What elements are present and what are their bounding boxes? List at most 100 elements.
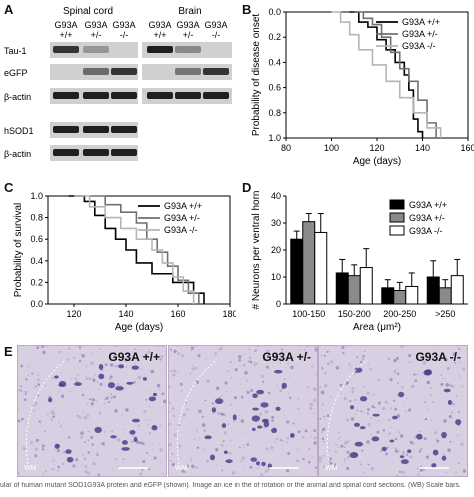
stain-speckle: [320, 390, 325, 395]
lane-label-genotype: G93A: [176, 20, 199, 30]
stain-speckle: [351, 387, 355, 391]
stain-speckle: [150, 369, 155, 374]
stain-speckle: [273, 402, 276, 404]
stain-speckle: [122, 458, 125, 461]
neuron-cell-body: [441, 455, 447, 461]
stain-speckle: [418, 430, 420, 433]
blot-band: [175, 68, 201, 75]
neuron-cell-body: [443, 388, 451, 393]
stain-speckle: [87, 439, 90, 442]
stain-speckle: [240, 459, 243, 463]
stain-speckle: [378, 369, 380, 372]
stain-speckle: [114, 409, 118, 413]
stain-speckle: [256, 362, 258, 365]
stain-speckle: [326, 362, 330, 366]
stain-speckle: [240, 419, 245, 423]
stain-speckle: [149, 419, 151, 421]
stain-speckle: [314, 466, 317, 469]
stain-speckle: [89, 398, 92, 401]
stain-speckle: [66, 411, 68, 413]
neuron-cell-body: [98, 364, 104, 370]
stain-speckle: [403, 405, 405, 407]
stain-speckle: [363, 472, 365, 474]
series-line: [331, 11, 442, 138]
stain-speckle: [248, 348, 250, 350]
stain-speckle: [312, 388, 314, 390]
neuron-cell-body: [121, 440, 128, 445]
stain-speckle: [41, 448, 45, 451]
stain-speckle: [171, 407, 175, 411]
stain-speckle: [95, 452, 100, 456]
neuron-cell-body: [131, 418, 140, 423]
neuron-cell-body: [354, 367, 363, 373]
stain-speckle: [202, 386, 205, 388]
stain-speckle: [343, 396, 347, 401]
stain-speckle: [286, 436, 290, 440]
stain-speckle: [408, 354, 412, 358]
stain-speckle: [86, 414, 90, 417]
legend-entry: G93A -/-: [402, 41, 436, 51]
stain-speckle: [195, 346, 196, 347]
stain-speckle: [274, 441, 276, 444]
stain-speckle: [409, 361, 411, 363]
stain-speckle: [24, 390, 27, 393]
stain-speckle: [104, 398, 107, 401]
stain-speckle: [376, 430, 380, 434]
stain-speckle: [409, 455, 413, 459]
white-matter-tag: WM: [175, 465, 188, 472]
x-tick-label: 140: [118, 309, 133, 319]
stain-speckle: [229, 463, 231, 465]
stain-speckle: [389, 378, 393, 382]
stain-speckle: [30, 441, 33, 444]
stain-speckle: [356, 409, 359, 412]
stain-speckle: [386, 446, 389, 449]
stain-speckle: [109, 363, 114, 367]
stain-speckle: [328, 449, 331, 452]
stain-speckle: [31, 403, 35, 407]
stain-speckle: [39, 366, 41, 369]
stain-speckle: [25, 378, 28, 381]
micrograph-label: G93A +/+: [108, 350, 160, 364]
stain-speckle: [337, 438, 339, 441]
stain-speckle: [382, 429, 386, 432]
stain-speckle: [158, 443, 160, 445]
stain-speckle: [258, 465, 261, 467]
stain-speckle: [250, 389, 254, 393]
stain-speckle: [20, 417, 24, 421]
stain-speckle: [311, 365, 314, 368]
neuron-cell-body: [256, 461, 260, 466]
stain-speckle: [459, 361, 461, 364]
stain-speckle: [198, 437, 201, 439]
series-line: [349, 11, 424, 138]
white-matter-tag: WM: [325, 465, 338, 472]
stain-speckle: [204, 399, 207, 402]
stain-speckle: [57, 350, 61, 354]
stain-speckle: [431, 357, 433, 359]
stain-speckle: [83, 457, 86, 460]
stain-speckle: [330, 360, 334, 364]
stain-speckle: [85, 375, 87, 377]
stain-speckle: [66, 349, 68, 351]
stain-speckle: [190, 349, 193, 352]
stain-speckle: [63, 451, 66, 454]
stain-speckle: [344, 457, 347, 461]
stain-speckle: [266, 349, 270, 353]
stain-speckle: [321, 427, 326, 432]
neuron-cell-body: [455, 419, 462, 426]
stain-speckle: [391, 375, 393, 377]
stain-speckle: [249, 465, 253, 469]
blot-row-label: β-actin: [4, 92, 31, 102]
stain-speckle: [359, 360, 363, 364]
stain-speckle: [124, 358, 128, 362]
stain-speckle: [314, 346, 317, 348]
stain-speckle: [342, 352, 345, 355]
y-axis-label: # Neurons per ventral horn: [251, 191, 262, 310]
stain-speckle: [462, 469, 467, 473]
stain-speckle: [169, 410, 171, 413]
stain-speckle: [229, 439, 232, 442]
stain-speckle: [444, 383, 446, 385]
neuron-cell-body: [251, 427, 256, 431]
stain-speckle: [83, 417, 85, 418]
neuron-cell-body: [94, 426, 102, 434]
stain-speckle: [313, 441, 317, 445]
